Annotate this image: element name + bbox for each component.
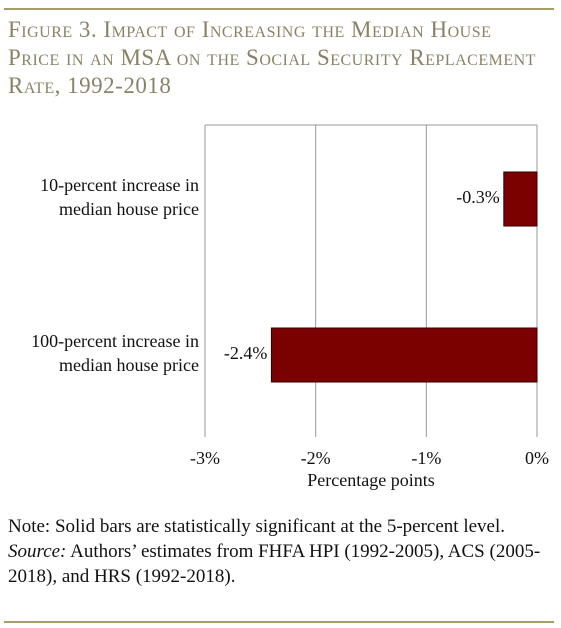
x-tick-label: -3% (190, 448, 220, 468)
source: Source: Authors’ estimates from FHFA HPI… (8, 539, 553, 589)
x-tick-label: 0% (525, 448, 549, 468)
bar (503, 171, 538, 227)
x-tick-label: -1% (411, 448, 441, 468)
bottom-rule (4, 621, 554, 623)
y-tick-label: median house price (59, 355, 199, 375)
value-label: -2.4% (224, 343, 268, 363)
source-text: Authors’ estimates from FHFA HPI (1992-2… (8, 541, 541, 587)
y-tick-label: median house price (59, 199, 199, 219)
y-tick-label: 10-percent increase in (40, 175, 199, 195)
x-axis-label: Percentage points (307, 470, 434, 490)
notes: Note: Solid bars are statistically signi… (8, 514, 553, 589)
chart-title: Figure 3. Impact of Increasing the Media… (8, 17, 536, 98)
note: Note: Solid bars are statistically signi… (8, 516, 506, 537)
source-label: Source: (8, 541, 67, 562)
y-tick-label: 100-percent increase in (31, 331, 199, 351)
top-rule (4, 8, 554, 10)
value-label: -0.3% (456, 187, 500, 207)
x-tick-label: -2% (301, 448, 331, 468)
bar (270, 327, 538, 383)
